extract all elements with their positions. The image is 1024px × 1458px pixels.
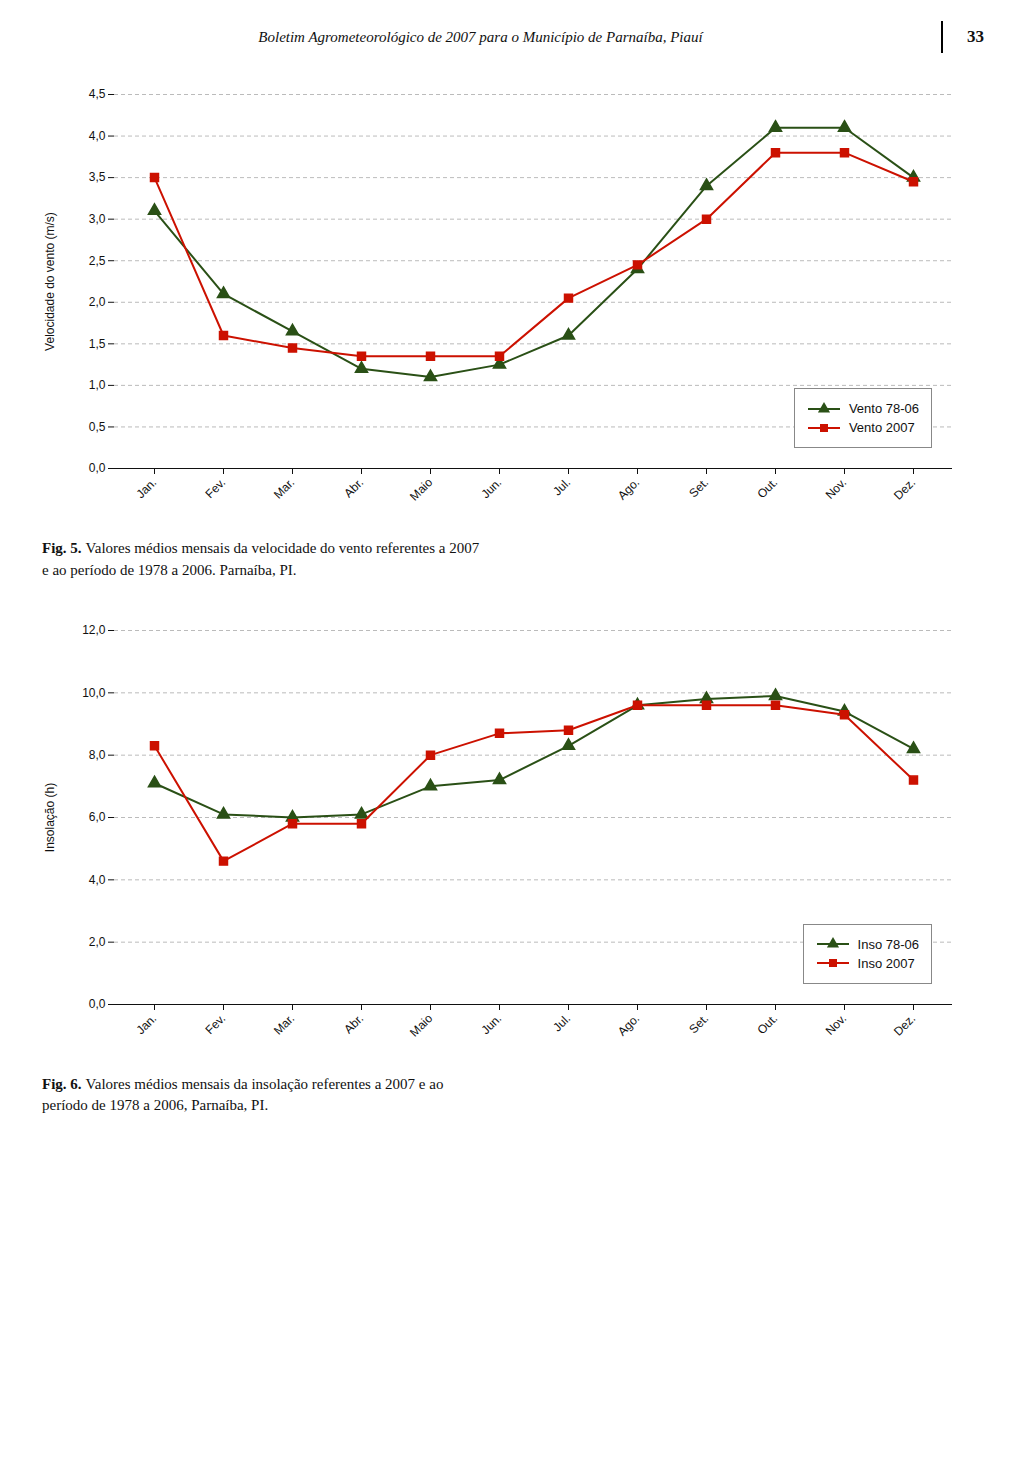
svg-text:0,5: 0,5 xyxy=(89,420,106,434)
svg-text:Abr.: Abr. xyxy=(341,1011,366,1036)
svg-text:Mar.: Mar. xyxy=(271,475,297,501)
svg-text:Jan.: Jan. xyxy=(133,1011,159,1037)
html-text:período de 1978 a 2006, Parnaí: período de 1978 a 2006, Parnaíba, PI. xyxy=(42,1097,269,1114)
svg-text:Ago.: Ago. xyxy=(615,475,642,502)
svg-text:0,0: 0,0 xyxy=(89,997,106,1011)
svg-text:Velocidade do vento (m/s): Velocidade do vento (m/s) xyxy=(43,212,57,351)
svg-text:Nov.: Nov. xyxy=(823,475,850,502)
svg-text:Out.: Out. xyxy=(754,1011,780,1037)
svg-text:Fev.: Fev. xyxy=(203,1011,229,1037)
svg-text:4,0: 4,0 xyxy=(89,872,106,886)
svg-text:Jul.: Jul. xyxy=(550,1011,573,1034)
html-text:Fig. 5. Valores médios mensais: Fig. 5. Valores médios mensais da veloci… xyxy=(42,540,480,556)
svg-text:Set.: Set. xyxy=(686,475,711,500)
svg-text:4,5: 4,5 xyxy=(89,87,106,101)
html-text:33: 33 xyxy=(967,27,984,46)
svg-text:0,0: 0,0 xyxy=(89,461,106,475)
svg-text:Mar.: Mar. xyxy=(271,1011,297,1037)
svg-text:Jun.: Jun. xyxy=(478,475,504,501)
html-text:Boletim Agrometeorológico de 2: Boletim Agrometeorológico de 2007 para o… xyxy=(258,28,703,45)
svg-text:Maio: Maio xyxy=(407,1011,436,1040)
svg-text:2,5: 2,5 xyxy=(89,254,106,268)
svg-text:12,0: 12,0 xyxy=(82,623,106,637)
html-text:Vento 78-06: Vento 78-06 xyxy=(848,401,919,416)
svg-text:Fev.: Fev. xyxy=(203,475,229,501)
html-text:Vento 2007: Vento 2007 xyxy=(848,420,915,435)
svg-text:3,0: 3,0 xyxy=(89,212,106,226)
html-text:Inso 78-06: Inso 78-06 xyxy=(857,936,919,952)
html-text:e ao período de 1978 a 2006. P: e ao período de 1978 a 2006. Parnaíba, P… xyxy=(42,561,297,578)
svg-text:Dez.: Dez. xyxy=(891,1011,918,1038)
svg-text:8,0: 8,0 xyxy=(89,748,106,762)
svg-text:Jul.: Jul. xyxy=(550,475,573,498)
svg-text:10,0: 10,0 xyxy=(82,685,106,699)
html-text:Inso 2007: Inso 2007 xyxy=(857,955,915,971)
svg-text:4,0: 4,0 xyxy=(89,129,106,143)
svg-text:6,0: 6,0 xyxy=(89,810,106,824)
svg-text:Ago.: Ago. xyxy=(615,1011,642,1038)
svg-text:1,0: 1,0 xyxy=(89,378,106,392)
svg-text:Out.: Out. xyxy=(754,475,780,501)
svg-text:Maio: Maio xyxy=(407,475,436,504)
svg-text:Jan.: Jan. xyxy=(133,475,159,501)
html-text:Fig. 6. Valores médios mensais: Fig. 6. Valores médios mensais da insola… xyxy=(42,1075,444,1092)
svg-text:2,0: 2,0 xyxy=(89,935,106,949)
svg-text:Jun.: Jun. xyxy=(478,1011,504,1037)
svg-text:3,5: 3,5 xyxy=(89,170,106,184)
svg-text:1,5: 1,5 xyxy=(89,337,106,351)
svg-text:Abr.: Abr. xyxy=(341,475,366,500)
svg-text:2,0: 2,0 xyxy=(89,295,106,309)
svg-text:Nov.: Nov. xyxy=(823,1011,850,1038)
svg-text:Insolação (h): Insolação (h) xyxy=(43,782,57,851)
svg-text:Set.: Set. xyxy=(686,1011,711,1036)
svg-text:Dez.: Dez. xyxy=(891,475,918,502)
